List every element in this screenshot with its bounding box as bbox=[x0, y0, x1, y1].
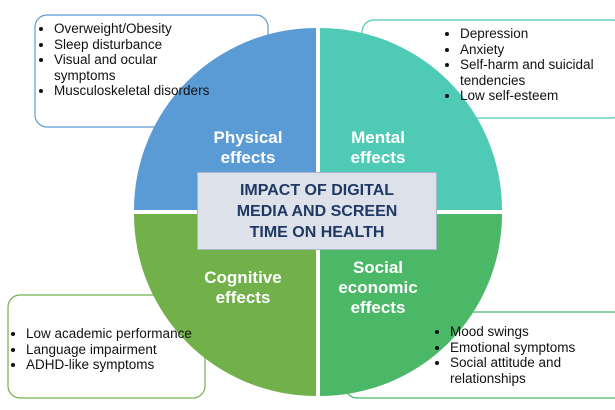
center-title: IMPACT OF DIGITAL MEDIA AND SCREEN TIME … bbox=[236, 181, 398, 241]
effects-list: DepressionAnxietySelf-harm and suicidal … bbox=[446, 26, 615, 104]
effect-item: Depression bbox=[460, 26, 615, 42]
quadrant-label: Social economic effects bbox=[338, 258, 418, 317]
effect-item: Musculoskeletal disorders bbox=[54, 83, 214, 99]
mental-quadrant bbox=[320, 28, 502, 210]
effects-list: Low academic performanceLanguage impairm… bbox=[12, 326, 211, 373]
effect-item: Social attitude and relationships bbox=[450, 355, 615, 386]
cognitive-quadrant bbox=[134, 214, 316, 396]
effect-item: Anxiety bbox=[460, 42, 615, 58]
effect-item: Sleep disturbance bbox=[54, 37, 214, 53]
effect-item: ADHD-like symptoms bbox=[26, 357, 211, 373]
quadrant-label: Mental effects bbox=[350, 128, 406, 167]
effect-item: Overweight/Obesity bbox=[54, 21, 214, 37]
effect-item: Mood swings bbox=[450, 324, 615, 340]
effects-list: Overweight/ObesitySleep disturbanceVisua… bbox=[40, 21, 214, 99]
effect-item: Language impairment bbox=[26, 342, 211, 358]
effect-item: Visual and ocular symptoms bbox=[54, 52, 214, 83]
quadrant-label: Physical effects bbox=[213, 128, 283, 167]
effect-item: Low self-esteem bbox=[460, 88, 615, 104]
center-box: IMPACT OF DIGITAL MEDIA AND SCREEN TIME … bbox=[197, 172, 437, 250]
effect-item: Low academic performance bbox=[26, 326, 211, 342]
effect-item: Self-harm and suicidal tendencies bbox=[460, 57, 615, 88]
effect-item: Emotional symptoms bbox=[450, 340, 615, 356]
social-quadrant bbox=[320, 214, 502, 396]
physical-quadrant bbox=[134, 28, 316, 210]
quadrant-label: Cognitive effects bbox=[204, 268, 282, 307]
